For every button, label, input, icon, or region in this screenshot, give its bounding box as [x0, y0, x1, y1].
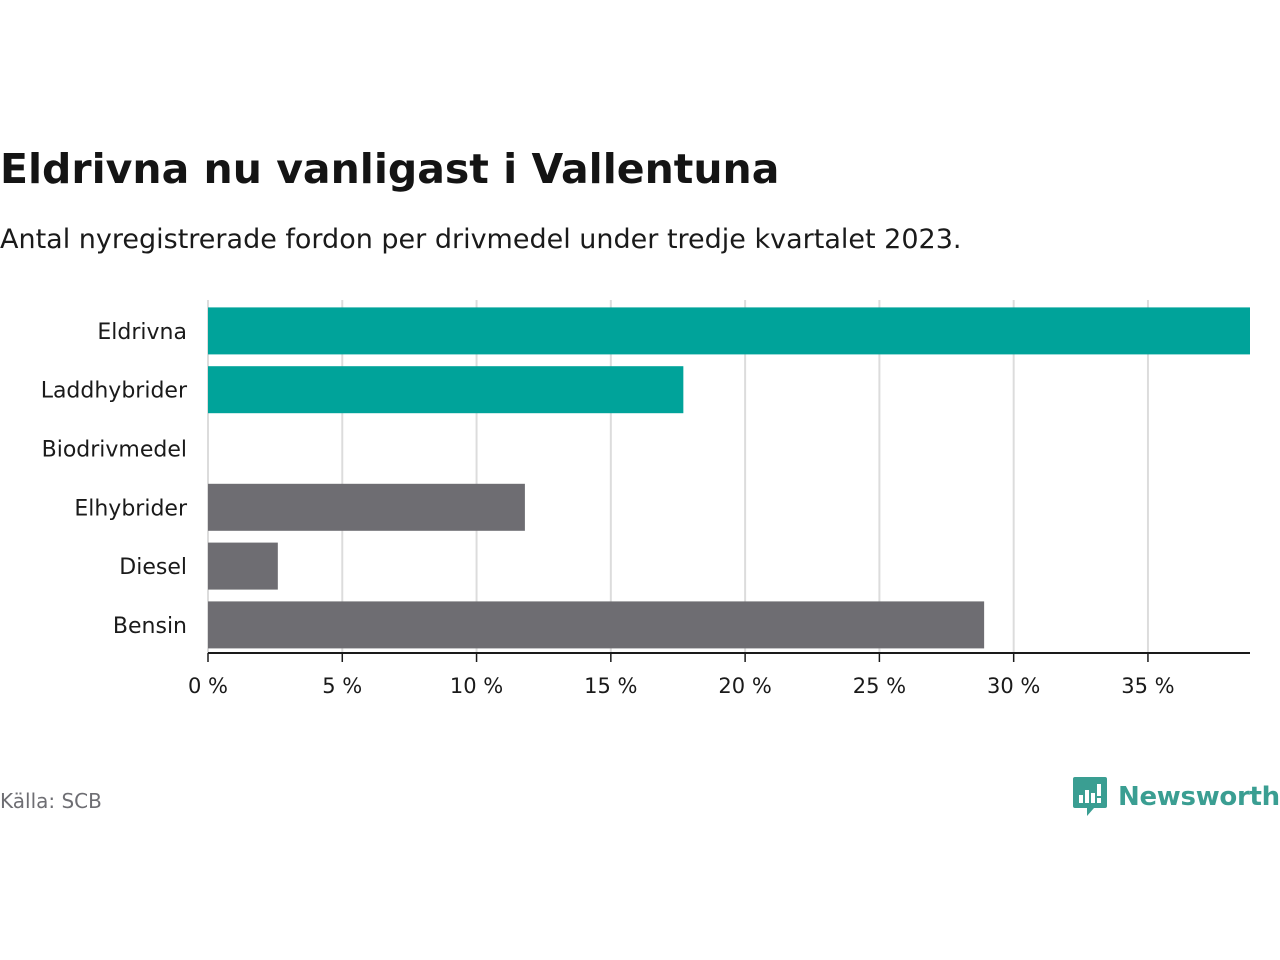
brand-name: Newsworthy [1118, 782, 1280, 812]
x-tick-label: 20 % [718, 674, 771, 698]
x-tick-label: 30 % [987, 674, 1040, 698]
chart-title: Eldrivna nu vanligast i Vallentuna [0, 145, 780, 193]
bar-bensin [208, 601, 985, 649]
x-tick-label: 35 % [1121, 674, 1174, 698]
brand-logo: Newsworthy [1072, 776, 1280, 818]
bar-elhybrider [208, 483, 525, 531]
newsworthy-icon [1073, 777, 1107, 816]
category-label: Biodrivmedel [42, 438, 187, 463]
bar-eldrivna [208, 307, 1250, 355]
category-label: Eldrivna [97, 320, 187, 345]
x-tick-label: 10 % [450, 674, 503, 698]
chart-subtitle: Antal nyregistrerade fordon per drivmede… [0, 224, 962, 255]
bars [208, 307, 1250, 649]
category-label: Diesel [119, 555, 187, 580]
x-tick-label: 25 % [853, 674, 906, 698]
x-axis: 0 % 5 % 10 % 15 % 20 % 25 % 30 % 35 % [188, 652, 1250, 698]
category-label: Elhybrider [74, 496, 188, 521]
category-label: Laddhybrider [41, 379, 188, 404]
gridlines [207, 300, 1149, 653]
source-note: Källa: SCB [0, 789, 102, 813]
bar-diesel [208, 542, 278, 590]
category-labels: Eldrivna Laddhybrider Biodrivmedel Elhybrid… [41, 320, 188, 639]
bar-laddhybrider [208, 366, 684, 414]
x-tick-label: 15 % [584, 674, 637, 698]
x-tick-label: 0 % [188, 674, 228, 698]
x-tick-label: 5 % [322, 674, 362, 698]
bar-chart: 0 % 5 % 10 % 15 % 20 % 25 % 30 % 35 % Eldrivna L… [41, 300, 1250, 698]
category-label: Bensin [113, 614, 187, 639]
